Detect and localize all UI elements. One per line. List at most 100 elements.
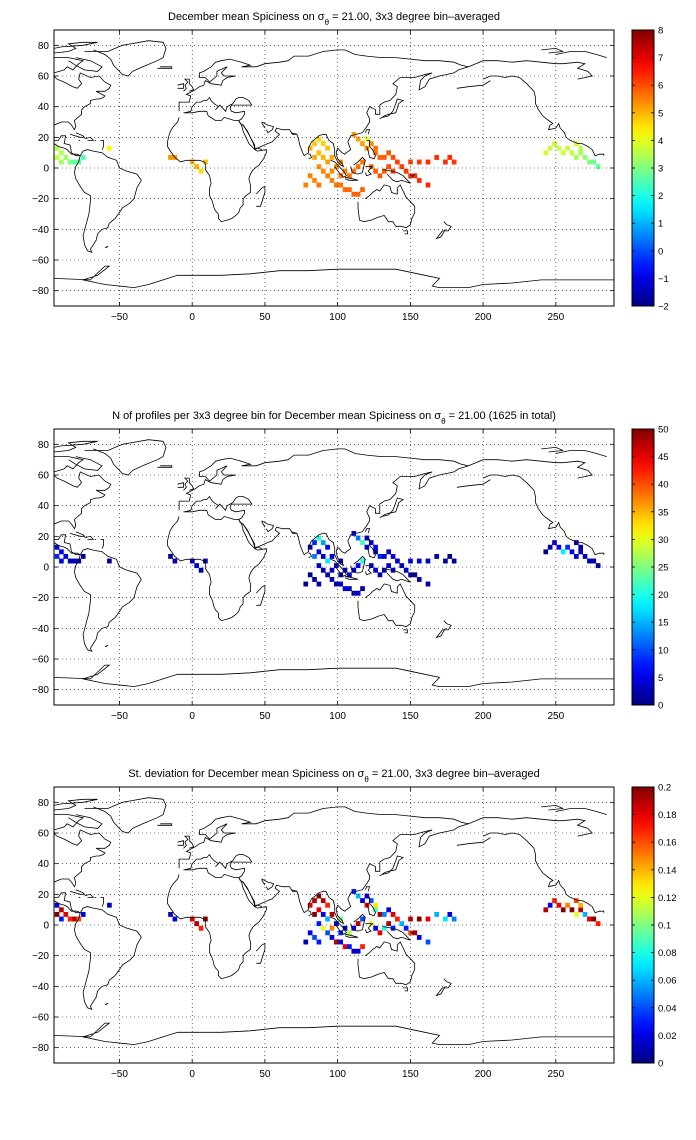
data-cell [382,911,387,917]
coastline [541,446,564,453]
data-cell [373,567,378,573]
x-tick-label: 250 [547,711,564,722]
coastline [255,185,266,207]
coastline [54,1022,614,1046]
coastline [482,832,605,914]
coastline [261,520,275,533]
colorbar-tick-label: 20 [658,590,669,601]
data-cell [355,563,361,569]
data-cell [569,549,575,555]
coastline [177,482,184,488]
chart-panel: December mean Spiciness on σθ = 21.00, 3… [32,11,669,323]
data-cell [377,173,383,179]
coastline [382,926,411,941]
x-tick-label: 0 [189,312,195,323]
data-cell [574,898,579,904]
data-cell [312,911,317,917]
data-cell [307,572,313,578]
data-cell [320,154,326,160]
coastline [84,40,167,77]
data-cell [342,567,348,573]
data-cell [329,567,335,573]
data-cell [425,581,431,587]
colorbar-scale [631,29,655,307]
coastline [468,459,593,479]
data-cell [416,916,422,922]
coastline [54,265,614,289]
coastline [382,568,411,583]
data-cell [80,154,86,160]
y-tick-label: −20 [32,194,49,205]
coastline [366,897,376,917]
chart-title: St. deviation for December mean Spicines… [128,768,539,784]
coastline [69,531,86,537]
data-cell [582,154,588,160]
data-cell [351,948,357,954]
colorbar-tick-label: 7 [658,53,663,64]
data-cell [312,576,317,582]
x-tick-label: 50 [259,1069,271,1080]
colorbar-tick-label: 0.16 [658,838,677,849]
data-cell [307,544,313,550]
data-cell [552,141,557,147]
data-cell [168,154,173,160]
data-cell [347,944,352,950]
data-cell [386,150,392,156]
coastline [357,941,416,986]
colorbar-tick-label: 25 [658,563,669,574]
data-cell [338,173,344,179]
coastline [69,132,86,138]
coastline [255,942,266,964]
data-cell [54,154,60,160]
coastline [100,897,104,907]
x-tick-label: 100 [329,711,346,722]
data-cell [320,141,326,147]
colorbar-tick-label: 0.1 [658,921,671,932]
x-tick-label: 150 [402,1069,419,1080]
x-tick-label: 200 [475,1069,492,1080]
data-cell [63,911,69,917]
data-cell [360,586,365,592]
data-cell [364,893,370,899]
data-cell [312,177,317,183]
coastline [364,886,371,892]
coastlines [54,797,614,1046]
coastline [54,814,85,831]
data-cell [342,187,348,193]
coastline [379,98,405,120]
data-cell [351,567,357,573]
data-cell [434,154,440,160]
coastline [167,867,267,980]
data-cell [351,925,357,931]
chart-title: N of profiles per 3x3 degree bin for Dec… [112,410,556,426]
colorbar-tick-label: 5 [658,108,663,119]
data-cell [574,540,579,546]
y-tick-label: 80 [38,41,50,52]
data-cell [395,916,400,922]
x-tick-label: 200 [475,312,492,323]
colorbar-tick-label: 3 [658,164,663,175]
data-cell [338,572,344,578]
y-tick-label: 40 [38,859,50,870]
data-cell [434,911,440,917]
coastline [366,539,376,559]
data-cell [303,182,309,188]
data-cell [386,164,392,170]
data-cell [355,191,361,197]
data-cell [172,916,178,922]
colorbar-tick-label: 0 [658,246,663,257]
data-cell [368,141,374,147]
data-cell [395,558,400,564]
data-cell [342,586,348,592]
data-cell [338,930,344,936]
coastline [54,135,142,253]
coastline [290,889,298,892]
coastline [104,245,109,249]
y-tick-label: 0 [43,563,49,574]
coastline [167,509,267,622]
coastline [178,448,469,567]
data-cell [412,173,418,179]
coastline [364,166,374,177]
coastline [157,823,173,826]
data-cell [59,159,64,165]
